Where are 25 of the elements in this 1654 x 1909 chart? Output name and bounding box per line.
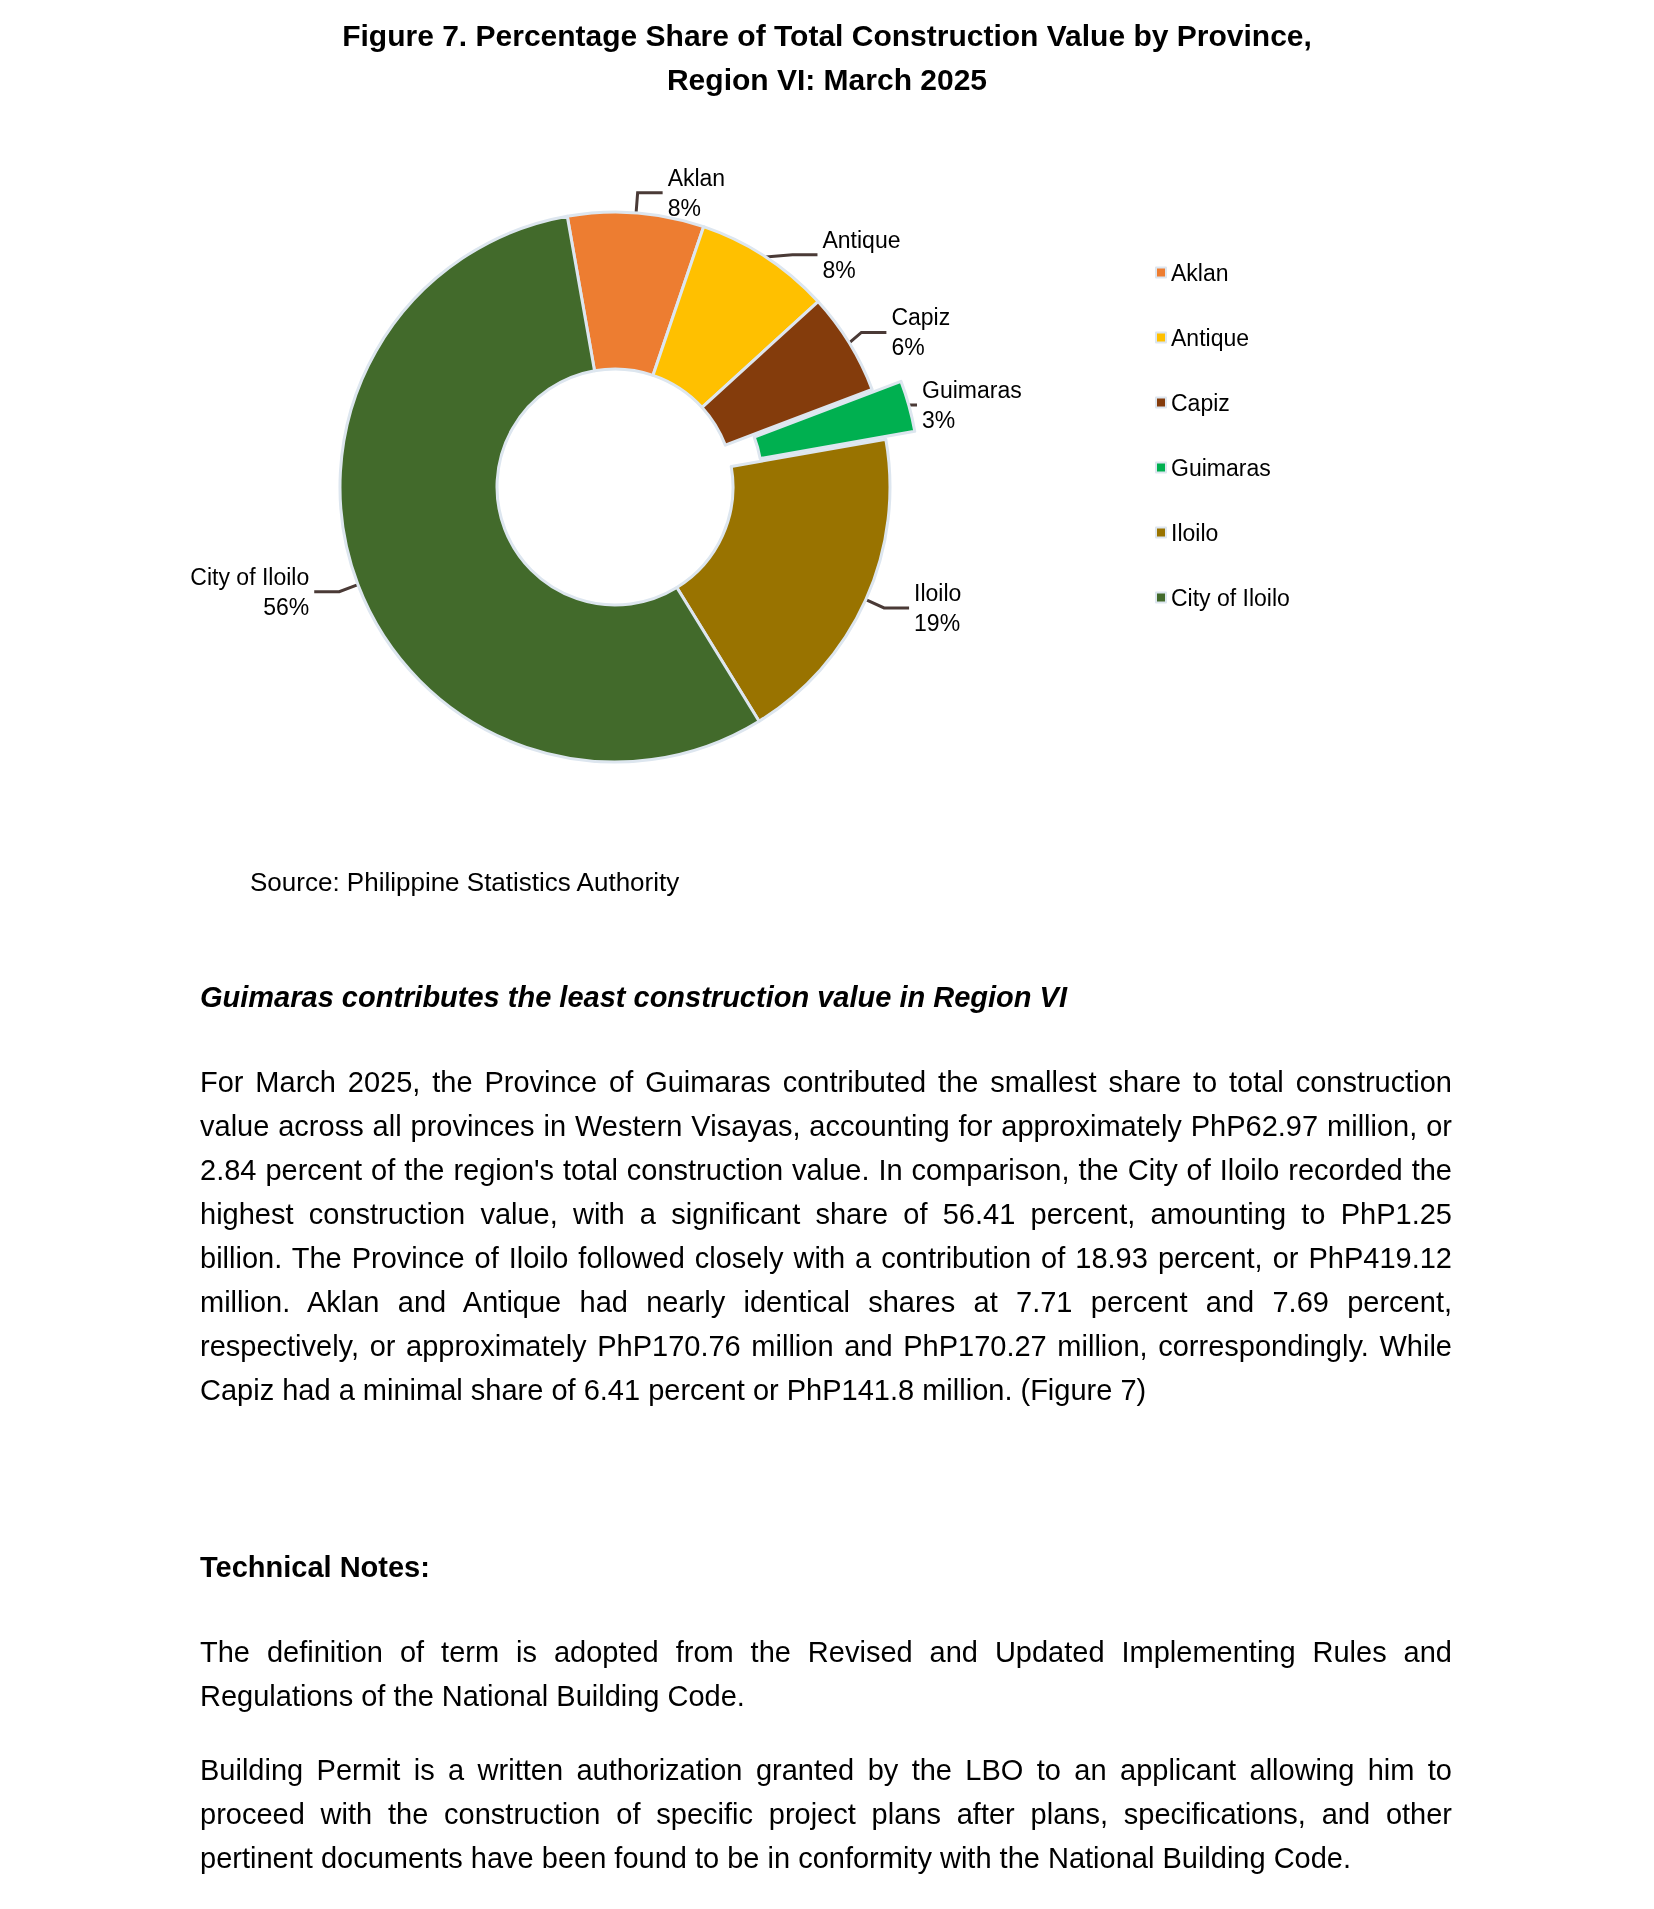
slice-label: Aklan [667,164,726,191]
text: The definition of term is adopted from the Revised and Updated Implementing Rules and Regulations of the National Building Code. [200,1635,1452,1714]
text: Guimaras contributes the least construction value in Region VI [200,980,1069,1015]
text: Building Permit is a written authorization granted by the LBO to an applicant allowing him to proceed with the construction of specific project plans after plans, specifications, and other pertinent documents have been found to be in conformity with the National Building Code. [200,1753,1452,1876]
slice-label: City of Iloilo [190,563,310,590]
data-label: 3% [922,406,956,433]
legend-label: Guimaras [1171,454,1271,481]
slice-label: Iloilo [914,579,962,606]
data-label: 56% [263,593,310,620]
data-label: 8% [667,194,701,221]
chart-title: Figure 7. Percentage Share of Total Construction Value by Province, Region VI: March 2025 [342,18,1312,96]
slice-label: Antique [822,226,901,253]
text: Technical Notes: [200,1550,431,1585]
slice-label: Guimaras [922,376,1022,403]
slice-label: Capiz [891,304,951,331]
data-label: 6% [891,334,925,361]
data-label: 8% [822,256,856,283]
legend-label: City of Iloilo [1171,584,1290,611]
legend-label: Iloilo [1171,519,1219,546]
legend-label: Capiz [1171,389,1230,416]
legend-label: Antique [1171,324,1250,351]
text: For March 2025, the Province of Guimaras contributed the smallest share to total construction value across all provinces in Western Visayas, accounting for approximately PhP62.97 million, or 2.84 percent of the region's total construction value. In comparison, the City of Iloilo recorded the highest construction value, with a significant share of 56.41 percent, amounting to PhP1.25 billion. The Province of Iloilo followed closely with a contribution of 18.93 percent, or PhP419.12 million. Aklan and Antique had nearly identical shares at 7.71 percent and 7.69 percent, respectively, or approximately PhP170.76 million and PhP170.27 million, correspondingly. While Capiz had a minimal share of 6.41 percent or PhP141.8 million. (Figure 7) [200,1065,1452,1408]
data-label: 19% [914,609,961,636]
legend-label: Aklan [1171,259,1229,286]
source-note: Source: Philippine Statistics Authority [250,866,681,899]
